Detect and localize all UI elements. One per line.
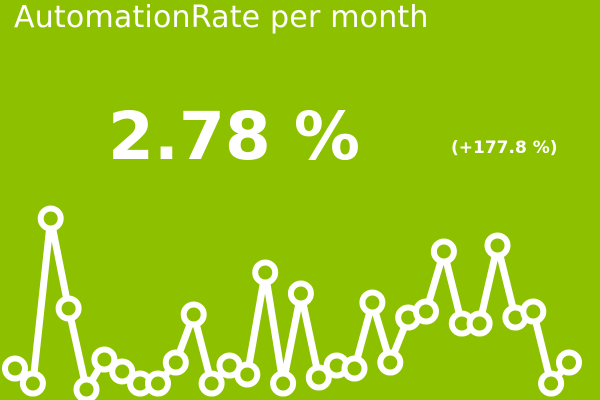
sparkline-point [55, 295, 82, 322]
kpi-value: 2.78 % [108, 98, 360, 175]
sparkline-point [2, 355, 28, 382]
sparkline-point [341, 355, 368, 382]
sparkline-point [91, 346, 118, 373]
sparkline-point [466, 310, 493, 337]
sparkline-point [413, 298, 439, 325]
sparkline-point [180, 301, 207, 328]
sparkline-point [430, 238, 457, 265]
sparkline-point [556, 349, 582, 376]
sparkline-point [145, 370, 171, 397]
sparkline-point [162, 349, 189, 376]
sparkline-point [109, 358, 136, 385]
sparkline-point [359, 289, 386, 316]
sparkline-point [287, 280, 314, 307]
sparkline-point [305, 364, 332, 391]
tile-title: AutomationRate per month [14, 0, 429, 35]
sparkline-point [198, 370, 225, 397]
sparkline-point [377, 349, 404, 376]
sparkline-point [538, 370, 565, 397]
sparkline-point [270, 370, 297, 397]
sparkline-point [234, 361, 261, 388]
sparkline-point [484, 232, 511, 259]
kpi-change: (+177.8 %) [451, 138, 558, 158]
sparkline-point [73, 376, 100, 400]
sparkline-point [37, 205, 64, 232]
sparkline-chart [2, 205, 582, 400]
sparkline-point [19, 370, 46, 397]
sparkline-point [520, 298, 547, 325]
sparkline-point [252, 259, 279, 286]
